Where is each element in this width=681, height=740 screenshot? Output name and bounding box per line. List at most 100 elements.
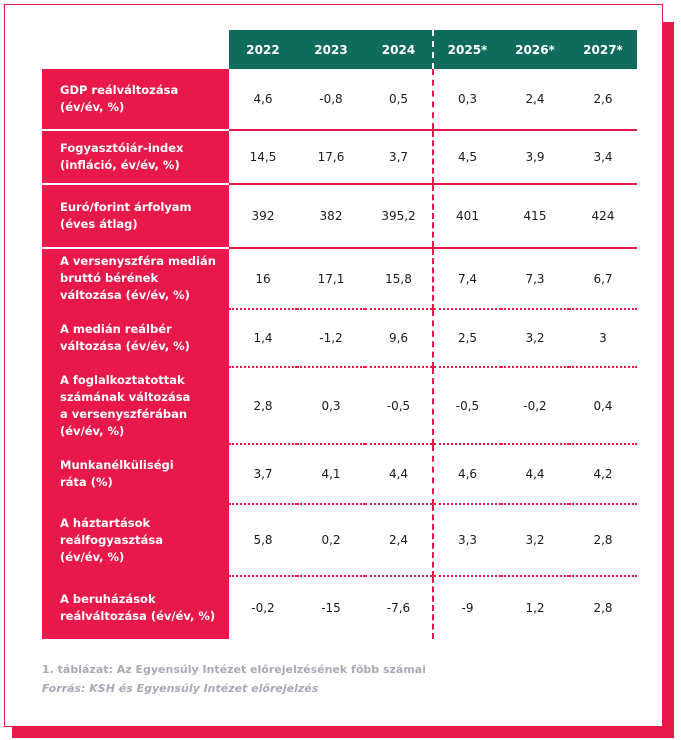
table-cell: 2,6 bbox=[569, 69, 637, 131]
table-row: A medián reálbér változása (év/év, %) 1,4-… bbox=[42, 309, 637, 368]
table-cell: 6,7 bbox=[569, 248, 637, 310]
row-label: A beruházások reálváltozása (év/év, %) bbox=[42, 576, 229, 639]
table-cell: 2,4 bbox=[501, 69, 569, 131]
table-cell: -1,2 bbox=[297, 309, 365, 368]
row-label-line: számának változása bbox=[60, 389, 191, 404]
table-cell: 17,6 bbox=[297, 130, 365, 185]
table-cell: -7,6 bbox=[365, 576, 434, 639]
table-cell: 4,4 bbox=[365, 444, 434, 505]
table-cell: 0,3 bbox=[433, 69, 501, 131]
year-header: 2025* bbox=[433, 30, 501, 69]
row-label-line: A háztartások bbox=[60, 515, 151, 530]
decorative-shadow-right bbox=[663, 22, 674, 738]
row-label-line: Fogyasztóiár-index bbox=[60, 141, 184, 155]
table-cell: 4,2 bbox=[569, 444, 637, 505]
row-label: GDP reálváltozása (év/év, %) bbox=[42, 69, 229, 131]
table-cell: 2,8 bbox=[229, 367, 297, 445]
table-cell: 1,4 bbox=[229, 309, 297, 368]
table-cell: 401 bbox=[433, 184, 501, 249]
decorative-shadow-bottom bbox=[12, 727, 674, 738]
table-row: A beruházások reálváltozása (év/év, %) -0,… bbox=[42, 576, 637, 639]
table-cell: 3,2 bbox=[501, 504, 569, 577]
table-cell: 7,4 bbox=[433, 248, 501, 310]
table-cell: -9 bbox=[461, 601, 474, 615]
row-label: A háztartások reálfogyasztása (év/év, %) bbox=[42, 504, 229, 577]
row-label-line: Euró/forint árfolyam bbox=[60, 200, 192, 214]
row-label-line: változása (év/év, %) bbox=[60, 339, 190, 353]
table-cell: 0,4 bbox=[569, 367, 637, 445]
row-label-line: reálfogyasztása bbox=[60, 532, 163, 547]
table-cell: 4,5 bbox=[433, 130, 501, 185]
table-cell: 3,9 bbox=[501, 130, 569, 185]
table-cell: 3,2 bbox=[501, 309, 569, 368]
table-cell: 2,8 bbox=[593, 601, 613, 615]
row-label-line: A medián reálbér bbox=[60, 322, 172, 336]
table-row: Fogyasztóiár-index (infláció, év/év, %) 14… bbox=[42, 130, 637, 185]
table-cell: 5,8 bbox=[229, 504, 297, 577]
table-cell: 395,2 bbox=[365, 184, 434, 249]
table-cell: 7,3 bbox=[501, 248, 569, 310]
row-label-line: a versenyszférában bbox=[60, 406, 188, 421]
table-cell: 424 bbox=[569, 184, 637, 249]
row-label-line: ráta (%) bbox=[60, 475, 113, 489]
row-label-line: GDP reálváltozása bbox=[60, 83, 179, 97]
table-row: Munkanélküliségi ráta (%) 3,7 4,1 4,4 4,6 4,4 4… bbox=[42, 444, 637, 505]
table-cell: 4,6 bbox=[229, 69, 297, 131]
table-cell: 4,1 bbox=[297, 444, 365, 505]
year-header: 2026* bbox=[501, 30, 569, 69]
table-cell: 3,7 bbox=[365, 130, 434, 185]
table-cell: 0,3 bbox=[297, 367, 365, 445]
row-label-line: (év/év, %) bbox=[60, 100, 125, 114]
table-cell: -0,5 bbox=[433, 367, 501, 445]
table-row: A versenyszféra medián bruttó bérének vált… bbox=[42, 248, 637, 310]
table-cell: 4,6 bbox=[433, 444, 501, 505]
row-label-line: A foglalkoztatottak bbox=[60, 372, 185, 387]
row-label-line: bruttó bérének bbox=[60, 271, 159, 285]
table-cell: 16 bbox=[229, 248, 297, 310]
table-source: Forrás: KSH és Egyensúly Intézet előreje… bbox=[42, 682, 319, 695]
table-cell: 2,5 bbox=[433, 309, 501, 368]
table-cell: 2,8 bbox=[569, 504, 637, 577]
year-header: 2024 bbox=[365, 30, 434, 69]
row-label-line: (év/év, %) bbox=[60, 549, 125, 564]
row-label-line: A versenyszféra medián bbox=[60, 254, 216, 268]
table-row: Euró/forint árfolyam (éves átlag) 392 382 39… bbox=[42, 184, 637, 249]
table-cell: 3,7 bbox=[229, 444, 297, 505]
forecast-table-wrapper: 2022 2023 2024 2025* 2026* 2027* GDP reá… bbox=[42, 30, 637, 639]
row-label: A versenyszféra medián bruttó bérének vált… bbox=[42, 248, 229, 310]
row-label: Euró/forint árfolyam (éves átlag) bbox=[42, 184, 229, 249]
table-cell: 3 bbox=[569, 309, 637, 368]
row-label-line: változása (év/év, %) bbox=[60, 288, 190, 302]
table-cell: 3,3 bbox=[433, 504, 501, 577]
row-label-line: Munkanélküliségi bbox=[60, 458, 174, 472]
header-corner bbox=[42, 30, 229, 69]
table-caption: 1. táblázat: Az Egyensúly Intézet előrej… bbox=[42, 663, 426, 676]
table-cell: 2,4 bbox=[365, 504, 434, 577]
year-header: 2027* bbox=[569, 30, 637, 69]
row-label-line: A beruházások bbox=[60, 592, 156, 606]
table-cell: 382 bbox=[297, 184, 365, 249]
table-cell: 0,5 bbox=[365, 69, 434, 131]
header-row: 2022 2023 2024 2025* 2026* 2027* bbox=[42, 30, 637, 69]
table-cell: 392 bbox=[229, 184, 297, 249]
table-cell: -0,2 bbox=[251, 601, 275, 615]
row-label-line: reálváltozása (év/év, %) bbox=[60, 609, 216, 623]
table-cell: 1,2 bbox=[525, 601, 545, 615]
table-cell: 4,4 bbox=[501, 444, 569, 505]
table-cell: 17,1 bbox=[297, 248, 365, 310]
year-header: 2023 bbox=[297, 30, 365, 69]
row-label-line: (infláció, év/év, %) bbox=[60, 158, 180, 172]
table-cell: -0,5 bbox=[365, 367, 434, 445]
table-row: GDP reálváltozása (év/év, %) 4,6 -0,8 0,5 0,3… bbox=[42, 69, 637, 131]
table-cell: -0,2 bbox=[501, 367, 569, 445]
row-label-line: (év/év, %) bbox=[60, 423, 125, 438]
row-label: A foglalkoztatottak számának változása a v… bbox=[42, 367, 229, 445]
row-label: Munkanélküliségi ráta (%) bbox=[42, 444, 229, 505]
table-cell: 14,5 bbox=[229, 130, 297, 185]
row-label: Fogyasztóiár-index (infláció, év/év, %) bbox=[42, 130, 229, 185]
table-cell: 415 bbox=[501, 184, 569, 249]
row-label-line: (éves átlag) bbox=[60, 217, 138, 231]
year-header: 2022 bbox=[229, 30, 297, 69]
table-cell: 0,2 bbox=[297, 504, 365, 577]
table-cell: 3,4 bbox=[569, 130, 637, 185]
